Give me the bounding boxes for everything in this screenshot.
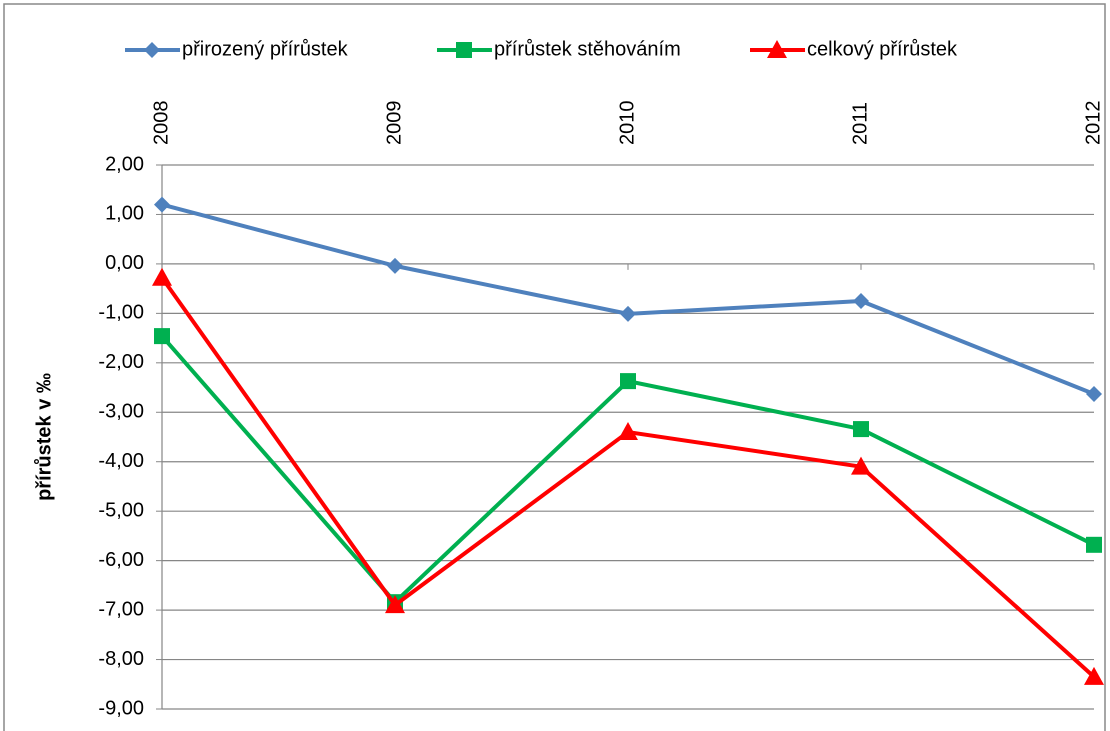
- legend-label: přírůstek stěhováním: [494, 38, 681, 60]
- point: [620, 373, 636, 390]
- point: [385, 595, 405, 614]
- legend-label: celkový přírůstek: [807, 38, 958, 60]
- legend-marker: [144, 42, 160, 58]
- y-tick-label: -2,00: [98, 351, 144, 373]
- point: [851, 456, 871, 475]
- chart-border: [3, 3, 1106, 731]
- y-tick-label: 0,00: [105, 252, 144, 274]
- legend-marker: [767, 40, 787, 58]
- legend-marker: [456, 42, 472, 58]
- point: [853, 293, 869, 309]
- y-tick-label: -1,00: [98, 302, 144, 324]
- point: [387, 257, 403, 274]
- point: [1084, 666, 1104, 685]
- x-tick-label: 2011: [849, 102, 871, 145]
- y-tick-label: -4,00: [98, 450, 144, 472]
- point: [1086, 536, 1102, 553]
- point: [620, 305, 636, 322]
- x-tick-label: 2012: [1082, 101, 1104, 146]
- point: [152, 267, 172, 286]
- y-tick-label: -6,00: [98, 549, 144, 571]
- y-tick-label: -5,00: [98, 499, 144, 521]
- x-tick-label: 2008: [150, 101, 172, 146]
- point: [853, 421, 869, 438]
- point: [1086, 385, 1102, 402]
- x-tick-label: 2009: [383, 101, 405, 146]
- legend-label: přirozený přírůstek: [182, 38, 349, 60]
- point: [154, 328, 170, 345]
- series-line: [161, 202, 1095, 396]
- y-tick-label: -8,00: [98, 648, 144, 670]
- y-axis-label: přírůstek v ‰: [33, 373, 55, 501]
- x-tick-label: 2010: [616, 101, 638, 146]
- point: [154, 196, 170, 213]
- y-tick-label: -3,00: [98, 401, 144, 423]
- point: [618, 422, 638, 441]
- y-tick-label: 1,00: [105, 203, 144, 225]
- y-tick-label: -7,00: [98, 598, 144, 620]
- y-tick-label: 2,00: [105, 153, 144, 175]
- y-tick-label: -9,00: [98, 697, 144, 719]
